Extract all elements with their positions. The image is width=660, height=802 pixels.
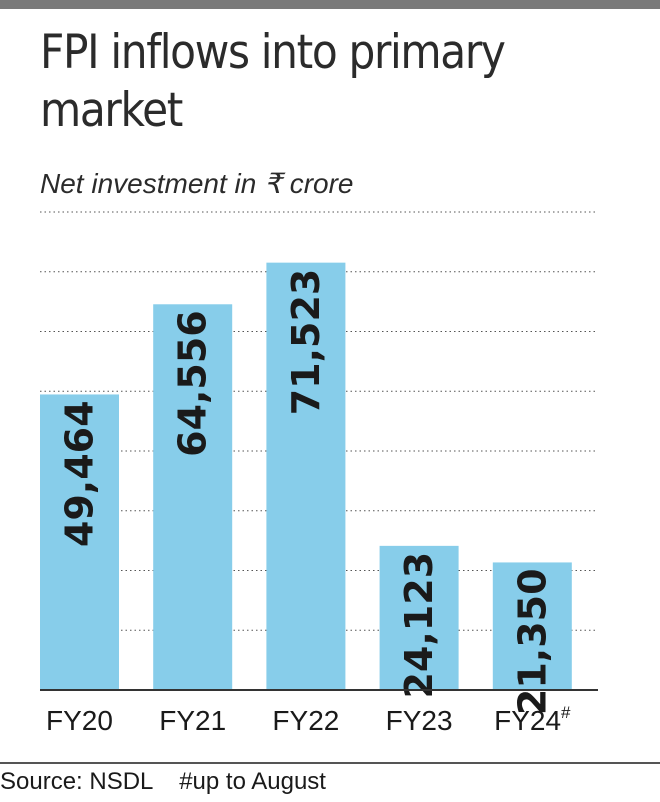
data-label: 49,464 xyxy=(58,400,102,547)
x-tick-label: FY20 xyxy=(46,705,113,736)
footer: Source: NSDL #up to August xyxy=(0,762,660,802)
footnote-marker: # xyxy=(561,703,571,722)
data-label: 24,123 xyxy=(397,552,441,699)
x-tick-label: FY23 xyxy=(386,705,453,736)
source-note: Source: NSDL xyxy=(0,768,153,795)
data-label: 21,350 xyxy=(510,568,554,715)
bar-fy20 xyxy=(40,394,119,690)
footnote: #up to August xyxy=(179,768,326,795)
bar-chart: 49,464 FY20 64,556 FY21 71,523 FY22 24,123 FY23… xyxy=(40,211,598,736)
chart-title: FPI inflows into primary market xyxy=(40,25,506,138)
bar-fy21 xyxy=(153,304,233,690)
data-label: 64,556 xyxy=(171,310,215,457)
x-tick-label: FY24# xyxy=(494,703,571,736)
chart-subtitle: Net investment in ₹ crore xyxy=(40,168,354,199)
x-tick-label: FY21 xyxy=(159,705,226,736)
bar-fy23 xyxy=(379,545,459,690)
data-label: 71,523 xyxy=(284,269,328,416)
top-rule xyxy=(0,0,660,9)
x-tick-label: FY22 xyxy=(272,705,339,736)
bar-fy22 xyxy=(266,262,346,690)
bar-fy24 xyxy=(492,562,572,690)
